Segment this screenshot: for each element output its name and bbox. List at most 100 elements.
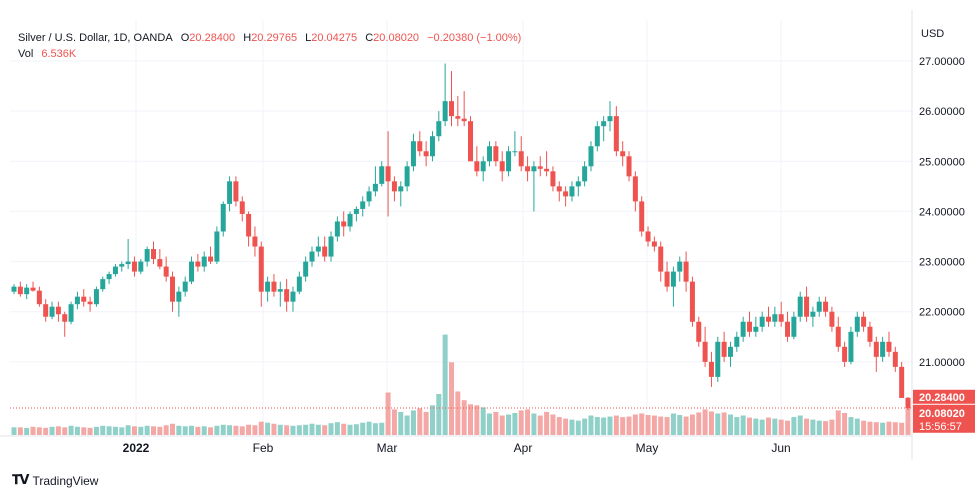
volume-bar [886, 421, 892, 435]
low-value: 20.04275 [311, 32, 358, 44]
candle-body [753, 326, 759, 332]
candle-body [854, 316, 860, 332]
candle-body [740, 321, 746, 337]
volume-bar [347, 424, 353, 435]
volume-bar [271, 423, 277, 435]
candle-body [30, 287, 36, 291]
volume-bar [785, 420, 791, 435]
volume-bar [423, 411, 429, 435]
candle-body [601, 121, 607, 127]
candle-body [651, 241, 657, 247]
volume-bar [341, 423, 347, 435]
volume-bar [417, 408, 423, 435]
tradingview-footer[interactable]: 𝐓V TradingView [12, 473, 98, 488]
candle-body [303, 261, 309, 277]
candle-body [455, 116, 461, 119]
candle-body [696, 321, 702, 342]
volume-bar [429, 405, 435, 435]
close-price-badge-text: 20.08020 [919, 408, 965, 420]
volume-bar [334, 422, 340, 435]
volume-bar [480, 407, 486, 435]
symbol-title: Silver / U.S. Dollar, 1D, OANDA [18, 32, 173, 44]
candle-body [778, 314, 784, 322]
volume-bar [150, 426, 156, 435]
candle-body [531, 166, 537, 172]
volume-bar [677, 415, 683, 435]
volume-bar [613, 415, 619, 435]
candle-body [873, 341, 879, 357]
candle-body [309, 251, 315, 262]
high-label: H [243, 32, 252, 44]
time-tick-label: Jun [771, 441, 790, 455]
volume-bar [144, 425, 150, 435]
candle-body [645, 231, 651, 242]
candle-body [689, 281, 695, 322]
price-tick-label: 24.00000 [919, 206, 965, 218]
volume-bar [823, 421, 829, 435]
volume-bar [366, 421, 372, 435]
volume-bar [626, 416, 632, 435]
volume-bar [138, 426, 144, 435]
volume-bar [391, 409, 397, 435]
volume-bar [645, 415, 651, 435]
volume-bar [68, 425, 74, 435]
volume-bar [499, 415, 505, 435]
volume-bar [277, 424, 283, 435]
volume-bar [176, 425, 182, 435]
candle-body [17, 286, 23, 295]
candle-body [594, 126, 600, 147]
volume-bar [683, 416, 689, 435]
volume-bar [899, 422, 905, 435]
volume-bar [766, 417, 772, 435]
volume-bar [309, 423, 315, 435]
candle-body [575, 181, 581, 187]
volume-bar [195, 426, 201, 435]
candle-body [11, 286, 17, 292]
volume-bar [487, 413, 493, 435]
volume-bar [322, 425, 328, 435]
volume-bar [11, 427, 17, 435]
candle-body [588, 146, 594, 167]
candle-body [448, 101, 454, 117]
candle-body [372, 183, 378, 192]
price-tick-label: 26.00000 [919, 106, 965, 118]
candle-body [423, 151, 429, 157]
candle-body [563, 191, 569, 197]
candle-body [537, 166, 543, 169]
chart-legend: Silver / U.S. Dollar, 1D, OANDA O20.2840… [18, 30, 521, 62]
candle-body [220, 203, 226, 232]
candle-body [791, 316, 797, 337]
volume-bar [810, 419, 816, 435]
candle-body [87, 301, 93, 305]
candle-body [163, 266, 169, 277]
volume-bar [328, 423, 334, 435]
volume-bar [353, 424, 359, 435]
volume-bar [265, 422, 271, 435]
volume-bar [404, 415, 410, 435]
volume-bar [100, 425, 106, 435]
candle-body [284, 289, 290, 302]
volume-bar [93, 426, 99, 435]
candle-body [170, 276, 176, 302]
candle-body [227, 181, 233, 204]
candle-body [772, 314, 778, 322]
volume-bar [740, 415, 746, 435]
volume-bar [556, 417, 562, 435]
volume-bar [550, 414, 556, 435]
candle-body [474, 161, 480, 172]
volume-bar [201, 426, 207, 435]
currency-label: USD [921, 28, 945, 40]
price-tick-label: 25.00000 [919, 156, 965, 168]
candle-body [442, 101, 448, 122]
brand-name: TradingView [32, 473, 99, 488]
volume-bar [398, 411, 404, 435]
volume-bar [163, 425, 169, 435]
candle-body [290, 291, 296, 302]
price-tick-label: 27.00000 [919, 56, 965, 68]
volume-bar [854, 418, 860, 435]
candle-body [632, 176, 638, 202]
candle-body [334, 221, 340, 237]
volume-bar [296, 425, 302, 435]
volume-bar [664, 417, 670, 435]
